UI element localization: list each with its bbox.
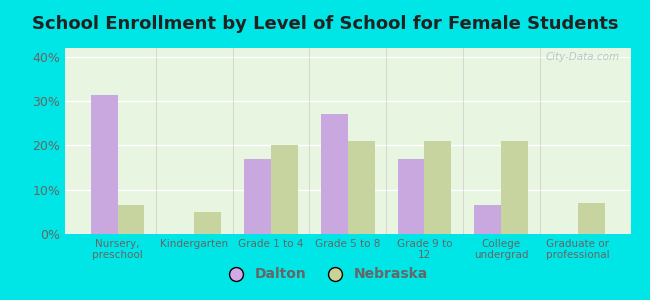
Bar xyxy=(194,212,221,234)
Bar xyxy=(321,114,348,234)
Bar xyxy=(398,159,424,234)
Bar xyxy=(91,94,118,234)
Text: School Enrollment by Level of School for Female Students: School Enrollment by Level of School for… xyxy=(32,15,618,33)
Bar xyxy=(578,203,604,234)
Bar xyxy=(348,141,374,234)
Bar xyxy=(474,205,501,234)
Legend: Dalton, Nebraska: Dalton, Nebraska xyxy=(216,262,434,287)
Text: City-Data.com: City-Data.com xyxy=(545,52,619,62)
Bar xyxy=(271,146,298,234)
Bar xyxy=(424,141,451,234)
Bar xyxy=(118,205,144,234)
Bar xyxy=(244,159,271,234)
Bar xyxy=(501,141,528,234)
